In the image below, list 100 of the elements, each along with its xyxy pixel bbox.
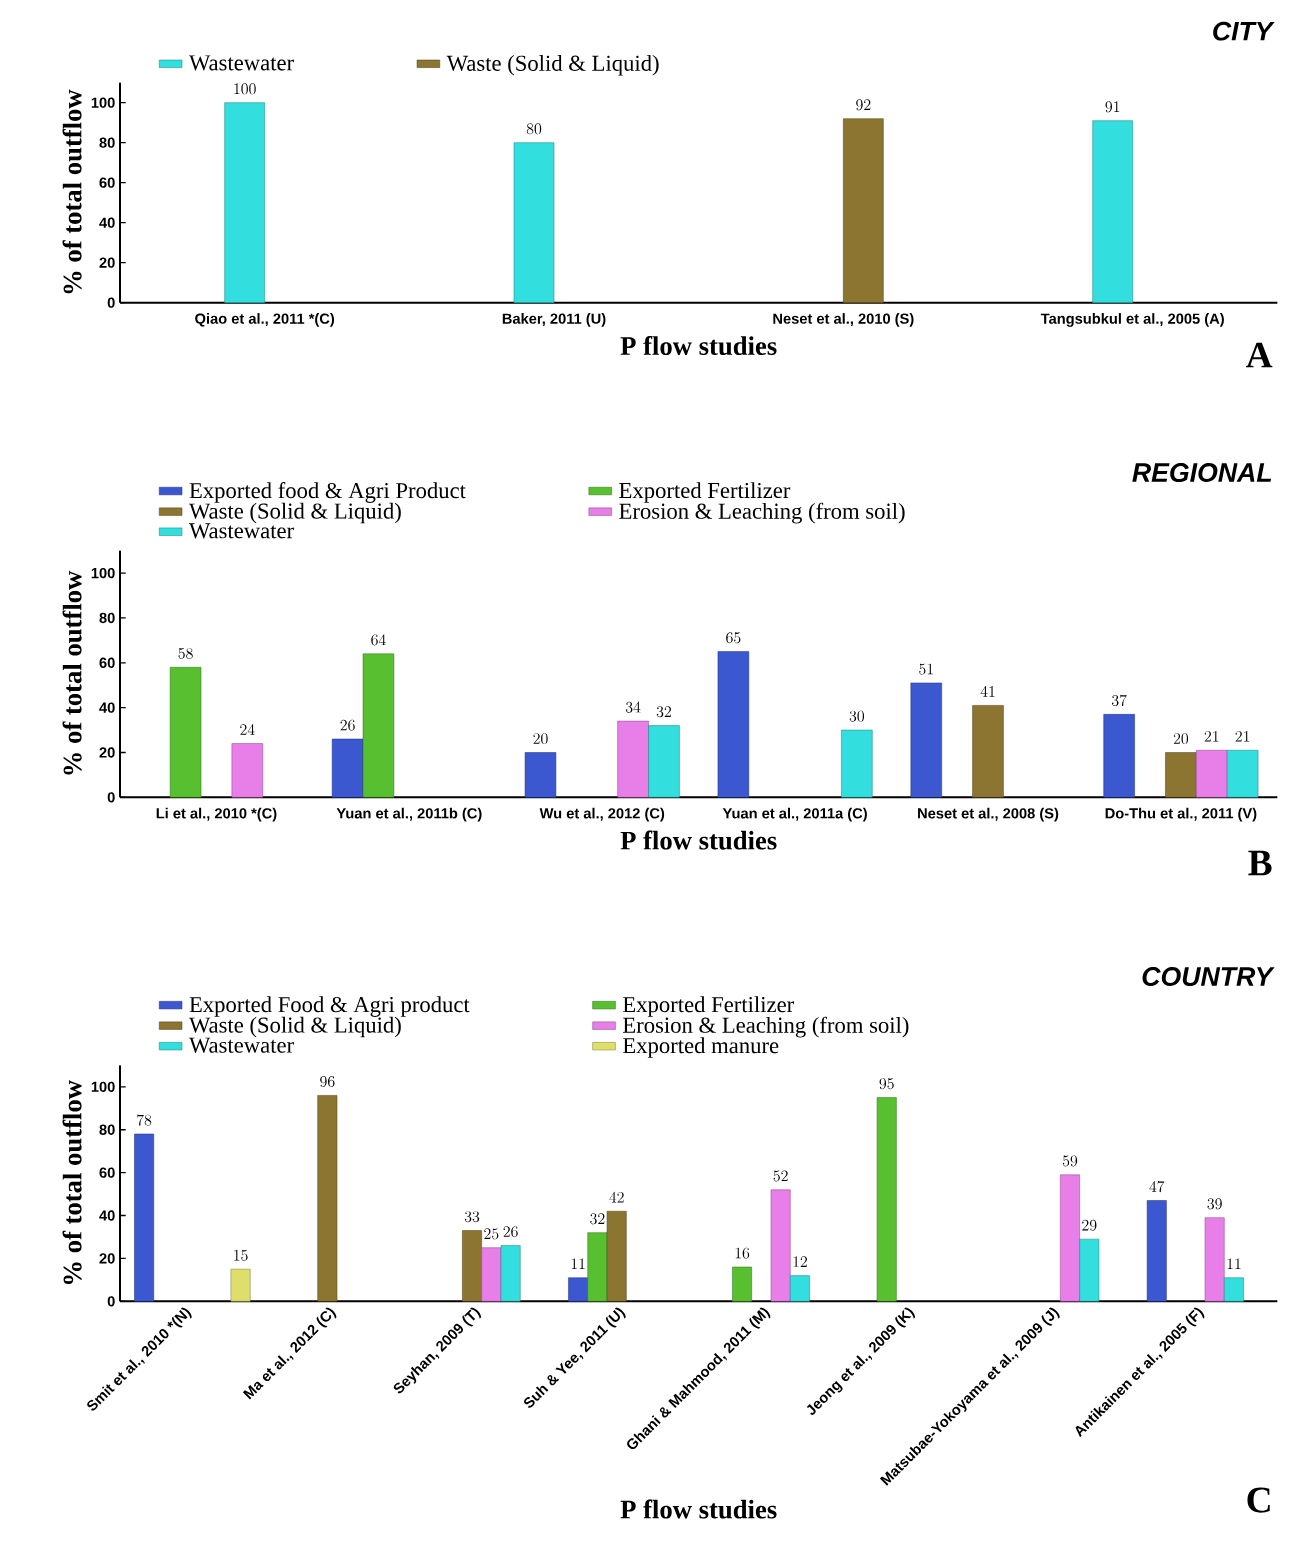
y-tick-label: 20 (99, 1253, 115, 1264)
data-label: 64 (371, 634, 387, 646)
legend-label: Waste (Solid & Liquid) (189, 502, 401, 524)
data-label: 20 (1174, 733, 1189, 745)
data-label: 11 (1227, 1258, 1241, 1270)
bar (332, 738, 364, 798)
bar (972, 705, 1004, 798)
bar (648, 725, 680, 798)
data-label: 20 (533, 733, 548, 745)
bar (524, 752, 557, 798)
data-label: 11 (571, 1258, 585, 1270)
data-label: 59 (1063, 1155, 1078, 1167)
data-label: 41 (980, 685, 995, 697)
y-axis-title: % of total outflow (62, 1080, 82, 1284)
bar (1227, 749, 1259, 798)
data-label: 37 (1112, 694, 1127, 706)
data-label: 33 (465, 1211, 480, 1223)
bar (500, 1245, 521, 1302)
legend-label: Erosion & Leaching (from soil) (623, 1016, 909, 1038)
x-tick-label: Do-Thu et al., 2011 (V) (1105, 807, 1257, 822)
bar (134, 1133, 155, 1302)
data-label: 30 (849, 710, 865, 722)
data-label: 34 (626, 701, 641, 713)
y-tick-label: 0 (107, 792, 115, 803)
y-tick-label: 40 (99, 702, 115, 713)
data-label: 39 (1207, 1198, 1222, 1210)
bar (876, 1097, 897, 1302)
y-tick-label: 20 (99, 257, 115, 268)
legend-label: Wastewater (189, 55, 295, 71)
x-tick-label: Tangsubkul et al., 2005 (A) (1041, 313, 1225, 327)
bar (1196, 749, 1228, 798)
chart-title: CITY (1213, 21, 1275, 41)
legend-label: Exported Fertilizer (623, 996, 795, 1017)
y-tick-label: 60 (99, 657, 115, 668)
bar (717, 651, 750, 798)
y-tick-label: 40 (99, 1210, 115, 1221)
data-label: 21 (1204, 730, 1219, 742)
bar (910, 682, 943, 798)
legend-label: Exported food & Agri Product (189, 482, 466, 503)
data-label: 92 (856, 99, 871, 111)
legend-label: Exported manure (623, 1037, 779, 1058)
legend-label: Waste (Solid & Liquid) (189, 1016, 401, 1038)
bar (1103, 714, 1136, 798)
bar (1079, 1238, 1100, 1302)
data-label: 16 (735, 1247, 750, 1259)
bar (843, 118, 884, 303)
bar (481, 1247, 502, 1302)
y-tick-label: 80 (99, 137, 115, 148)
y-tick-label: 0 (107, 1296, 115, 1307)
data-label: 26 (340, 719, 355, 731)
bar (841, 729, 873, 798)
y-tick-label: 0 (107, 297, 115, 308)
chart-title: REGIONAL (1132, 463, 1272, 482)
legend-label: Waste (Solid & Liquid) (446, 54, 659, 76)
bar (617, 720, 649, 798)
bar (513, 142, 555, 303)
bar (1224, 1277, 1245, 1302)
bar (462, 1230, 483, 1302)
data-label: 29 (1082, 1219, 1097, 1231)
data-label: 32 (656, 706, 672, 718)
legend-label: Wastewater (189, 523, 295, 539)
bar (362, 653, 395, 798)
data-label: 100 (234, 83, 256, 95)
y-axis-title: % of total outflow (62, 89, 82, 294)
legend-label: Exported Fertilizer (619, 482, 791, 503)
y-tick-label: 60 (99, 1167, 115, 1178)
bar (1092, 120, 1134, 303)
y-tick-label: 100 (91, 97, 115, 108)
data-label: 96 (320, 1076, 335, 1088)
data-label: 25 (484, 1228, 499, 1240)
data-label: 42 (609, 1191, 624, 1203)
y-axis-title: % of total outflow (62, 570, 82, 775)
bar (770, 1189, 791, 1302)
data-label: 91 (1105, 101, 1120, 113)
x-tick-label: Yuan et al., 2011a (C) (722, 807, 868, 822)
data-label: 65 (726, 632, 741, 644)
legend-label: Erosion & Leaching (from soil) (619, 502, 905, 524)
y-tick-label: 20 (99, 747, 115, 758)
bar (606, 1210, 627, 1302)
x-tick-label: Baker, 2011 (U) (502, 313, 606, 327)
bar (587, 1232, 608, 1302)
x-axis-title: P flow studies (620, 1499, 777, 1519)
data-label: 80 (526, 123, 542, 135)
bar (1147, 1200, 1167, 1302)
bar (170, 667, 202, 798)
data-label: 58 (178, 647, 193, 659)
y-tick-label: 100 (91, 567, 115, 579)
text: A (1246, 342, 1273, 368)
data-label: 15 (234, 1249, 248, 1261)
data-label: 24 (240, 724, 255, 735)
y-tick-label: 60 (99, 177, 115, 188)
chart-title: COUNTRY (1142, 967, 1275, 986)
x-axis-title: P flow studies (620, 335, 777, 356)
x-tick-label: Li et al., 2010 *(C) (156, 807, 277, 822)
bar (231, 743, 264, 798)
x-tick-label: Yuan et al., 2011b (C) (336, 807, 482, 822)
data-label: 95 (879, 1078, 894, 1090)
x-tick-label: Qiao et al., 2011 *(C) (195, 313, 335, 327)
text: C (1247, 1487, 1270, 1513)
bar (568, 1277, 589, 1302)
